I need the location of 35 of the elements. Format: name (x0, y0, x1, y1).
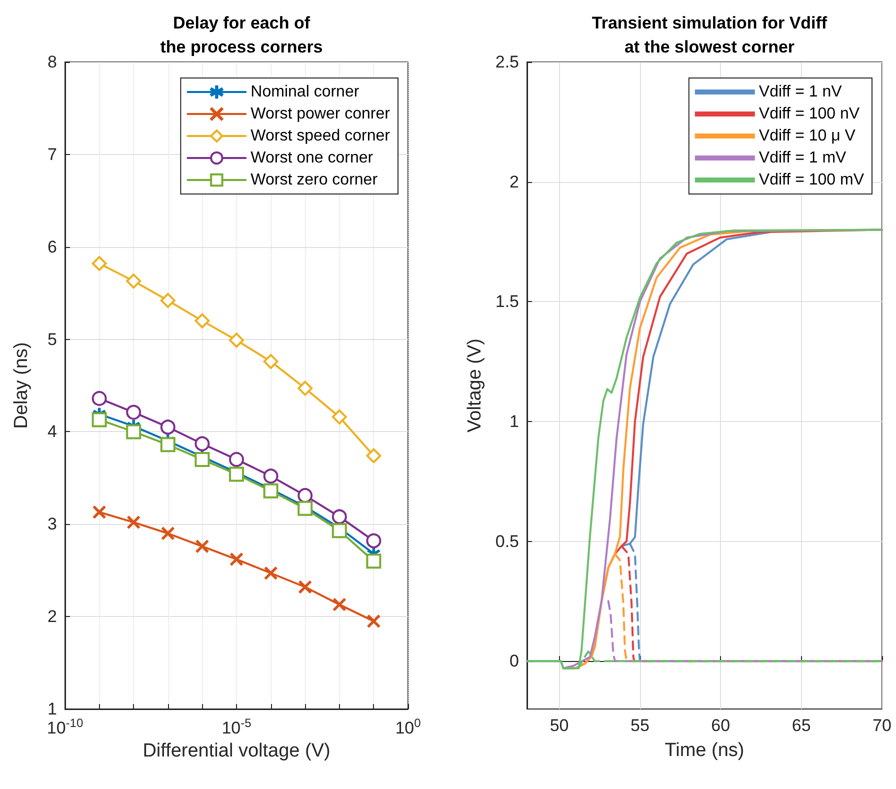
x-tick-label: 50 (550, 716, 569, 735)
legend-label: Vdiff = 100 mV (758, 172, 864, 188)
y-tick-label: 5 (48, 330, 57, 349)
y-tick-label: 7 (48, 144, 57, 164)
y-tick-label: 4 (48, 422, 57, 442)
legend-label: Worst power conrer (250, 106, 391, 122)
legend-label: Worst zero corner (250, 172, 378, 188)
chart-title: Transient simulation for Vdiff at the slowest corner (592, 14, 828, 56)
y-tick-label: 1 (510, 412, 519, 431)
y-tick-label: 3 (48, 514, 57, 534)
x-tick-label: 65 (792, 716, 811, 735)
chart-title: Delay for each of the process corners (160, 14, 323, 56)
x-axis-title: Differential voltage (V) (142, 740, 330, 762)
y-tick-label: 2.5 (495, 52, 519, 72)
legend-label: Nominal corner (250, 84, 360, 100)
y-tick-label: 1.5 (495, 292, 519, 312)
y-tick-label: 6 (48, 237, 57, 256)
y-tick-label: 8 (48, 52, 57, 72)
x-tick-label: 70 (872, 716, 892, 735)
legend-label: Worst one corner (250, 150, 374, 166)
y-axis-title: Voltage (V) (464, 338, 486, 432)
legend-label: Vdiff = 100 nV (758, 106, 860, 122)
legend-label: Vdiff = 10 μ V (758, 128, 856, 144)
legend-label: Vdiff = 1 nV (758, 84, 842, 100)
legend-label: Vdiff = 1 mV (758, 150, 847, 166)
x-tick-label: 60 (711, 716, 730, 735)
y-tick-label: 0.5 (495, 532, 519, 551)
y-tick-label: 0 (510, 652, 519, 671)
y-tick-label: 2 (48, 607, 57, 626)
y-tick-label: 2 (510, 172, 519, 192)
x-tick-label: 55 (630, 716, 650, 735)
y-tick-label: 1 (48, 700, 57, 718)
y-axis-title: Delay (ns) (11, 342, 32, 429)
x-axis-title: Time (ns) (664, 740, 744, 761)
legend-label: Worst speed corner (250, 128, 391, 144)
